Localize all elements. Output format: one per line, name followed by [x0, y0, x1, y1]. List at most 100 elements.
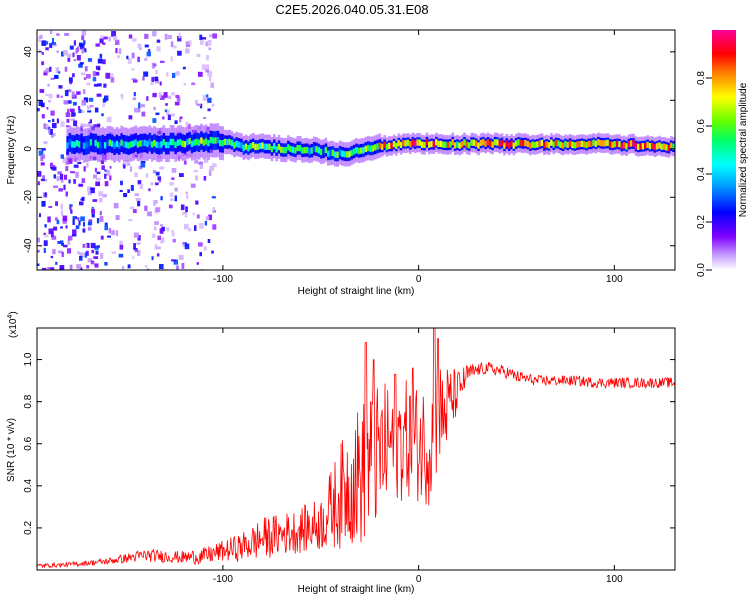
heatmap-noise-cell — [80, 123, 86, 128]
heatmap-noise-cell — [56, 118, 59, 124]
heatmap-noise-cell — [154, 226, 157, 231]
heatmap-noise-cell — [94, 263, 99, 268]
heatmap-ridge-cell — [512, 142, 516, 149]
heatmap-noise-cell — [38, 213, 42, 218]
heatmap-noise-cell — [48, 128, 51, 134]
heatmap-ridge-cell — [263, 143, 267, 150]
heatmap-ridge-cell — [308, 148, 311, 155]
heatmap-ridge-cell — [280, 146, 283, 153]
heatmap-ridge-cell — [71, 141, 74, 148]
heatmap-noise-cell — [84, 244, 88, 248]
heatmap-noise-cell — [50, 167, 54, 170]
heatmap-ridge-cell — [139, 140, 142, 147]
heatmap-ridge-cell — [655, 143, 659, 150]
heatmap-noise-cell — [81, 178, 86, 183]
heatmap-noise-cell — [76, 55, 81, 61]
heatmap-noise-cell — [99, 53, 103, 59]
heatmap-noise-cell — [211, 196, 216, 199]
heatmap-noise-cell — [41, 200, 46, 207]
heatmap-noise-cell — [72, 52, 75, 58]
heatmap-noise-cell — [72, 219, 75, 225]
heatmap-ridge-cell — [460, 141, 464, 148]
heatmap-ridge-cell — [606, 139, 610, 146]
heatmap-ridge-cell — [200, 137, 203, 144]
heatmap-noise-cell — [137, 107, 141, 113]
heatmap-ridge-cell — [517, 139, 520, 146]
heatmap-noise-cell — [192, 212, 195, 216]
heatmap-ridge-cell — [160, 141, 163, 148]
heatmap-ridge-cell — [315, 146, 318, 153]
heatmap-noise-cell — [84, 66, 88, 72]
colorbar-label: Normalized spectral amplitude — [738, 82, 749, 217]
heatmap-noise-cell — [209, 76, 212, 82]
y-tick-label: 20 — [23, 94, 34, 106]
heatmap-ridge-cell — [590, 140, 593, 147]
heatmap-noise-cell — [182, 243, 185, 247]
heatmap-ridge-cell — [538, 140, 541, 147]
heatmap-ridge-cell — [214, 137, 217, 144]
heatmap-noise-cell — [87, 186, 91, 192]
heatmap-noise-cell — [60, 154, 64, 159]
heatmap-ridge-cell — [258, 142, 262, 150]
heatmap-noise-cell — [167, 35, 173, 40]
heatmap-noise-cell — [46, 107, 49, 110]
heatmap-noise-cell — [181, 263, 185, 269]
heatmap-noise-cell — [155, 112, 160, 116]
heatmap-ridge-cell — [547, 142, 551, 149]
heatmap-noise-cell — [185, 48, 190, 54]
heatmap-noise-cell — [199, 34, 203, 40]
heatmap-noise-cell — [60, 121, 65, 128]
heatmap-noise-cell — [78, 109, 82, 114]
spectrogram-x-axis-label: Height of straight line (km) — [298, 286, 415, 297]
heatmap-noise-cell — [151, 76, 155, 83]
heatmap-noise-cell — [65, 225, 68, 229]
heatmap-noise-cell — [64, 33, 70, 36]
heatmap-ridge-cell — [355, 147, 358, 154]
heatmap-noise-cell — [72, 101, 77, 106]
heatmap-noise-cell — [173, 45, 177, 49]
heatmap-ridge-cell — [287, 144, 290, 151]
heatmap-noise-cell — [208, 47, 212, 50]
heatmap-noise-cell — [139, 47, 142, 50]
heatmap-noise-cell — [65, 112, 71, 118]
heatmap-noise-cell — [172, 238, 176, 243]
heatmap-ridge-cell — [498, 140, 502, 147]
heatmap-noise-cell — [137, 43, 142, 49]
heatmap-noise-cell — [93, 83, 98, 87]
heatmap-noise-cell — [52, 38, 54, 43]
heatmap-noise-cell — [131, 78, 137, 81]
heatmap-noise-cell — [53, 74, 58, 79]
heatmap-noise-cell — [102, 102, 105, 107]
heatmap-noise-cell — [196, 103, 202, 106]
heatmap-ridge-cell — [367, 144, 370, 152]
heatmap-ridge-cell — [312, 145, 316, 152]
heatmap-noise-cell — [82, 243, 88, 248]
figure-title: C2E5.2026.040.05.31.E08 — [275, 2, 428, 17]
heatmap-ridge-cell — [228, 138, 231, 145]
heatmap-noise-cell — [155, 207, 161, 212]
heatmap-noise-cell — [170, 56, 173, 62]
colorbar-tick-label: 0.6 — [696, 119, 707, 133]
heatmap-noise-cell — [119, 244, 124, 250]
heatmap-ridge-cell — [296, 144, 300, 152]
heatmap-ridge-cell — [639, 143, 642, 150]
heatmap-ridge-cell — [169, 138, 173, 146]
heatmap-noise-cell — [44, 224, 47, 228]
heatmap-noise-cell — [48, 120, 51, 123]
heatmap-noise-cell — [199, 164, 203, 169]
heatmap-ridge-cell — [583, 141, 586, 148]
heatmap-ridge-cell — [132, 140, 135, 147]
heatmap-noise-cell — [131, 52, 135, 59]
spectrogram-y-axis-label: Frequency (Hz) — [6, 116, 17, 185]
heatmap-noise-cell — [78, 63, 83, 68]
heatmap-noise-cell — [196, 53, 201, 57]
heatmap-noise-cell — [90, 260, 95, 265]
heatmap-ridge-cell — [268, 143, 271, 150]
heatmap-noise-cell — [94, 71, 100, 76]
heatmap-noise-cell — [95, 43, 100, 47]
heatmap-noise-cell — [92, 199, 98, 202]
heatmap-noise-cell — [76, 264, 82, 269]
heatmap-noise-cell — [37, 108, 40, 112]
heatmap-ridge-cell — [254, 143, 257, 150]
heatmap-noise-cell — [80, 72, 86, 76]
